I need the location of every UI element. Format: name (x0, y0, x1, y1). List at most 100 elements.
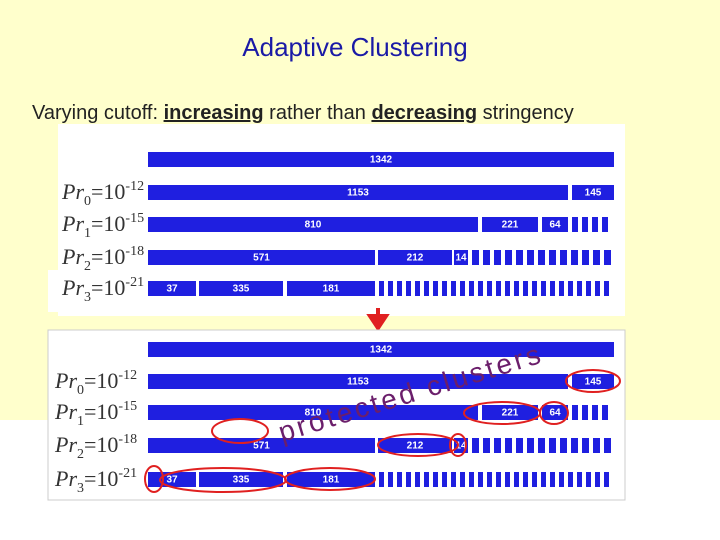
cluster-bar (582, 438, 589, 453)
cluster-bar (460, 472, 465, 487)
cluster-bar (482, 405, 538, 420)
cluster-bar (527, 250, 534, 265)
cluster-bar (549, 250, 556, 265)
bar-label: 64 (549, 408, 561, 419)
cluster-bar (451, 281, 456, 296)
bar-label: 37 (166, 284, 178, 295)
subtitle-emphasis: increasing (164, 102, 264, 124)
level-label: Pr0=10-12 (54, 368, 137, 398)
level-symbol: Pr (61, 275, 84, 300)
cluster-bar (415, 472, 420, 487)
level-symbol: Pr (54, 399, 77, 424)
cluster-bar (572, 374, 614, 389)
cluster-bar (582, 217, 588, 232)
bar-label: 1342 (370, 155, 393, 166)
bar-label: 64 (549, 220, 561, 231)
cluster-bar (514, 281, 519, 296)
cluster-bar (148, 342, 614, 357)
cluster-bar (388, 281, 393, 296)
level-label: Pr3=10-21 (61, 275, 144, 305)
cluster-bar (148, 374, 568, 389)
cluster-bar (586, 472, 591, 487)
highlight-ellipse (449, 433, 467, 457)
cluster-bar (442, 472, 447, 487)
cluster-bar (541, 472, 546, 487)
cluster-bar (560, 250, 567, 265)
bar-label: 37 (166, 475, 178, 486)
bar-label: 571 (253, 253, 270, 264)
cluster-bar (148, 250, 375, 265)
subtitle-part: stringency (477, 102, 574, 124)
level-base: =10 (91, 244, 125, 269)
cluster-bar (378, 438, 452, 453)
bar-label: 181 (323, 284, 340, 295)
cluster-bar (516, 438, 523, 453)
cluster-bar (582, 250, 589, 265)
bar-label: 212 (407, 441, 424, 452)
title: Adaptive Clustering (242, 32, 467, 62)
level-exponent: -12 (118, 368, 137, 383)
cluster-bar (593, 438, 600, 453)
cluster-bar (568, 281, 573, 296)
level-subscript: 0 (77, 383, 84, 398)
level-exponent: -18 (125, 244, 144, 259)
cluster-bar (595, 472, 600, 487)
cluster-bar (550, 472, 555, 487)
level-exponent: -18 (118, 432, 137, 447)
cluster-bar (379, 472, 384, 487)
cluster-bar (496, 472, 501, 487)
level-symbol: Pr (54, 466, 77, 491)
cluster-bar (406, 281, 411, 296)
level-subscript: 0 (84, 194, 91, 209)
cluster-bar (505, 438, 512, 453)
cluster-bar (397, 281, 402, 296)
cluster-bar (593, 250, 600, 265)
level-subscript: 2 (77, 447, 84, 462)
cluster-bar (595, 281, 600, 296)
cluster-bar (571, 250, 578, 265)
cluster-bar (460, 281, 465, 296)
bar-label: 571 (253, 441, 270, 452)
cluster-bar (487, 281, 492, 296)
cluster-bar (148, 405, 478, 420)
level-base: =10 (91, 275, 125, 300)
cluster-bar (550, 281, 555, 296)
bar-label: 1153 (347, 188, 369, 199)
bar-label: 14 (455, 253, 467, 264)
cluster-bar (483, 250, 490, 265)
bar-label: 14 (455, 441, 467, 452)
cluster-bar (494, 438, 501, 453)
subtitle-part: Varying cutoff: (32, 102, 164, 124)
label-box (48, 270, 148, 312)
subtitle-part: rather than (264, 102, 372, 124)
cluster-bar (523, 472, 528, 487)
cluster-bar (532, 281, 537, 296)
bar-label: 810 (305, 220, 322, 231)
cluster-bar (148, 438, 375, 453)
highlight-ellipse (211, 418, 269, 444)
cluster-bar (592, 405, 598, 420)
level-subscript: 3 (84, 290, 91, 305)
cluster-bar (582, 405, 588, 420)
cluster-bar (541, 281, 546, 296)
cluster-bar (559, 281, 564, 296)
cluster-bar (482, 217, 538, 232)
cluster-bar (424, 281, 429, 296)
level-label: Pr1=10-15 (61, 211, 144, 241)
arrow (366, 308, 390, 332)
cluster-bar (527, 438, 534, 453)
level-base: =10 (91, 211, 125, 236)
subtitle-emphasis: decreasing (371, 102, 477, 124)
cluster-bar (549, 438, 556, 453)
cluster-bar (415, 281, 420, 296)
bar-label: 810 (305, 408, 322, 419)
cluster-bar (433, 472, 438, 487)
level-symbol: Pr (54, 432, 77, 457)
bar-label: 1153 (347, 377, 369, 388)
cluster-bar (199, 472, 283, 487)
bar-label: 145 (585, 377, 602, 388)
level-exponent: -21 (125, 275, 144, 290)
level-base: =10 (84, 466, 118, 491)
bar-label: 145 (585, 188, 602, 199)
